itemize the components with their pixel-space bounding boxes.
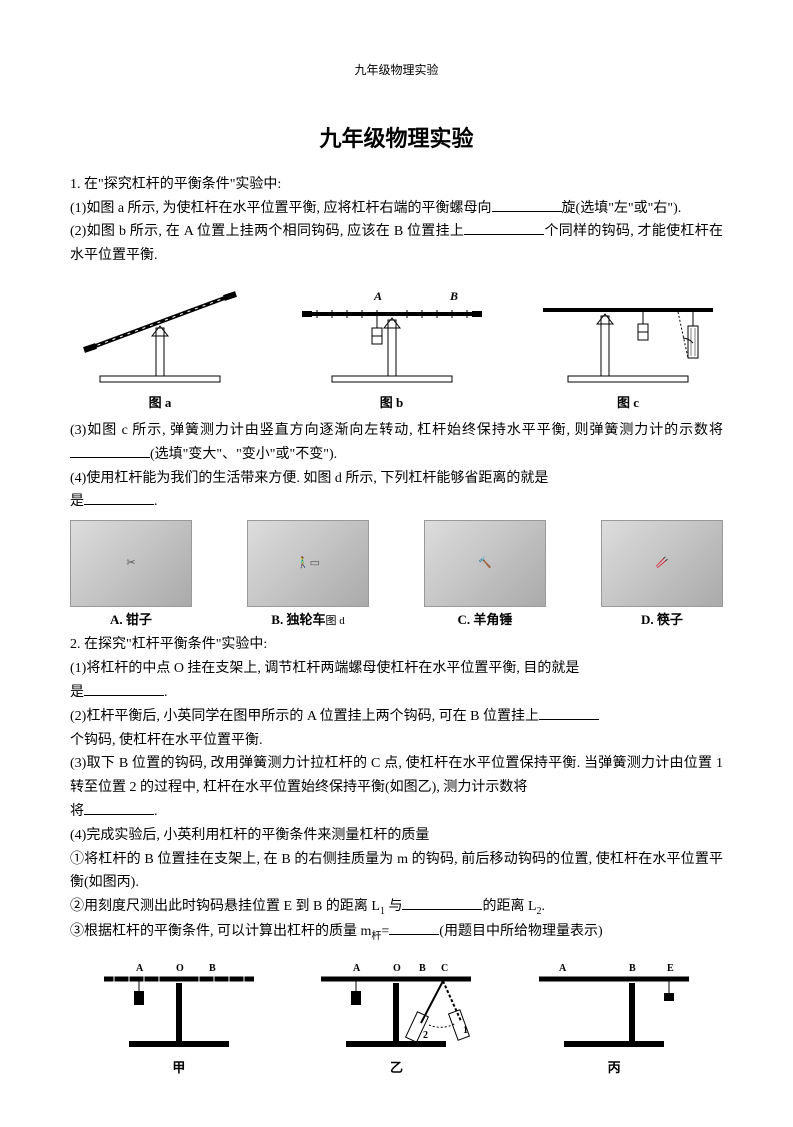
option-a-label: A. 钳子 xyxy=(70,609,192,631)
q2-p3a: (3)取下 B 位置的钩码, 改用弹簧测力计拉杠杆的 C 点, 使杠杆在水平位置… xyxy=(70,756,723,795)
figure-b-caption: 图 b xyxy=(292,392,492,414)
q2-part4-2: ②用刻度尺测出此时钩码悬挂位置 E 到 B 的距离 L1 与的距离 L2. xyxy=(70,895,723,920)
svg-text:B: B xyxy=(209,963,216,974)
option-b: 🚶‍♂️▭ B. 独轮车图 d xyxy=(247,520,369,631)
blank-2[interactable] xyxy=(464,220,544,235)
chopsticks-icon: 🥢 xyxy=(601,520,723,607)
q1-p4a: (4)使用杠杆能为我们的生活带来方便. 如图 d 所示, 下列杠杆能够省距离的就… xyxy=(70,471,548,486)
figure-jia: A O B 甲 xyxy=(94,953,264,1079)
option-a: ✂ A. 钳子 xyxy=(70,520,192,631)
q2-p1b: . xyxy=(164,685,168,700)
svg-text:2: 2 xyxy=(423,1030,428,1041)
q1-part2: (2)如图 b 所示, 在 A 位置上挂两个相同钩码, 应该在 B 位置挂上个同… xyxy=(70,220,723,268)
figure-row-abc: 图 a A B 图 b xyxy=(70,278,723,414)
q2-p4-2c: 的距离 L xyxy=(482,899,536,914)
q2-part2: (2)杠杆平衡后, 小英同学在图甲所示的 A 位置挂上两个钩码, 可在 B 位置… xyxy=(70,705,723,753)
q1-p4b: . xyxy=(154,494,158,509)
wheelbarrow-icon: 🚶‍♂️▭ xyxy=(247,520,369,607)
blank-1[interactable] xyxy=(492,197,562,212)
q1-p2a: (2)如图 b 所示, 在 A 位置上挂两个相同钩码, 应该在 B 位置挂上 xyxy=(70,224,464,239)
q2-part1: (1)将杠杆的中点 O 挂在支架上, 调节杠杆两端螺母使杠杆在水平位置平衡, 目… xyxy=(70,657,723,705)
pliers-icon: ✂ xyxy=(70,520,192,607)
figure-jia-caption: 甲 xyxy=(94,1057,264,1079)
q2-part4-1: ①将杠杆的 B 位置挂在支架上, 在 B 的右侧挂质量为 m 的钩码, 前后移动… xyxy=(70,848,723,896)
blank-3[interactable] xyxy=(70,443,150,458)
option-c: 🔨 C. 羊角锤 xyxy=(424,520,546,631)
q2-p4-2d: . xyxy=(542,899,546,914)
svg-text:O: O xyxy=(393,963,401,974)
figure-a-caption: 图 a xyxy=(70,392,250,414)
q1-p3a: (3)如图 c 所示, 弹簧测力计由竖直方向逐渐向左转动, 杠杆始终保持水平平衡… xyxy=(70,423,723,438)
figure-c-caption: 图 c xyxy=(533,392,723,414)
q2-stem: 2. 在探究"杠杆平衡条件"实验中: xyxy=(70,633,723,657)
q2-p4-3a: ③根据杠杆的平衡条件, 可以计算出杠杆的质量 m xyxy=(70,924,371,939)
sub-mgan: 杆 xyxy=(371,931,381,942)
blank-9[interactable] xyxy=(389,920,439,935)
q2-part4: (4)完成实验后, 小英利用杠杆的平衡条件来测量杠杆的质量 xyxy=(70,824,723,848)
option-d-label: D. 筷子 xyxy=(601,609,723,631)
q1-part1: (1)如图 a 所示, 为使杠杆在水平位置平衡, 应将杠杆右端的平衡螺母向 旋(选… xyxy=(70,197,723,221)
blank-8[interactable] xyxy=(402,895,482,910)
q2-p2b: 个钩码, 使杠杆在水平位置平衡. xyxy=(70,733,263,748)
figure-bing-caption: 丙 xyxy=(529,1057,699,1079)
blank-6[interactable] xyxy=(539,705,599,720)
option-b-label: B. 独轮车图 d xyxy=(247,609,369,631)
figure-b: A B 图 b xyxy=(292,278,492,414)
q2-p3b: . xyxy=(154,804,158,819)
q2-p4-2a: ②用刻度尺测出此时钩码悬挂位置 E 到 B 的距离 L xyxy=(70,899,380,914)
svg-text:A: A xyxy=(559,963,567,974)
q1-part4: (4)使用杠杆能为我们的生活带来方便. 如图 d 所示, 下列杠杆能够省距离的就… xyxy=(70,467,723,515)
page-header: 九年级物理实验 xyxy=(70,60,723,80)
figure-yi: A O B C 2 1 乙 xyxy=(311,953,481,1079)
svg-text:E: E xyxy=(667,963,674,974)
hammer-icon: 🔨 xyxy=(424,520,546,607)
svg-text:B: B xyxy=(449,289,458,303)
svg-text:B: B xyxy=(419,963,426,974)
q1-part3: (3)如图 c 所示, 弹簧测力计由竖直方向逐渐向左转动, 杠杆始终保持水平平衡… xyxy=(70,419,723,467)
q1-p1b: 旋(选填"左"或"右"). xyxy=(562,201,682,216)
q2-part4-3: ③根据杠杆的平衡条件, 可以计算出杠杆的质量 m杆= (用题目中所给物理量表示) xyxy=(70,920,723,945)
q2-p4-3c: (用题目中所给物理量表示) xyxy=(439,924,602,939)
figure-bing: A B E 丙 xyxy=(529,953,699,1079)
option-c-label: C. 羊角锤 xyxy=(424,609,546,631)
q1-stem: 1. 在"探究杠杆的平衡条件"实验中: xyxy=(70,173,723,197)
svg-text:1: 1 xyxy=(463,1025,468,1036)
svg-text:A: A xyxy=(373,289,382,303)
q2-part3: (3)取下 B 位置的钩码, 改用弹簧测力计拉杠杆的 C 点, 使杠杆在水平位置… xyxy=(70,752,723,823)
figure-a: 图 a xyxy=(70,278,250,414)
option-d: 🥢 D. 筷子 xyxy=(601,520,723,631)
svg-text:B: B xyxy=(629,963,636,974)
figure-yi-caption: 乙 xyxy=(311,1057,481,1079)
figure-row-jyb: A O B 甲 A O B C 2 1 乙 xyxy=(70,953,723,1079)
q2-p2a: (2)杠杆平衡后, 小英同学在图甲所示的 A 位置挂上两个钩码, 可在 B 位置… xyxy=(70,709,539,724)
svg-text:A: A xyxy=(136,963,144,974)
main-title: 九年级物理实验 xyxy=(70,120,723,157)
q2-p4-3b: = xyxy=(381,924,389,939)
svg-text:C: C xyxy=(441,963,448,974)
q2-p4-2b: 与 xyxy=(385,899,403,914)
blank-4[interactable] xyxy=(84,490,154,505)
q1-p3b: (选填"变大"、"变小"或"不变"). xyxy=(150,447,337,462)
blank-7[interactable] xyxy=(84,800,154,815)
figure-c: 图 c xyxy=(533,278,723,414)
q2-p1a: (1)将杠杆的中点 O 挂在支架上, 调节杠杆两端螺母使杠杆在水平位置平衡, 目… xyxy=(70,661,579,676)
blank-5[interactable] xyxy=(84,681,164,696)
svg-text:O: O xyxy=(176,963,184,974)
q1-p1a: (1)如图 a 所示, 为使杠杆在水平位置平衡, 应将杠杆右端的平衡螺母向 xyxy=(70,201,492,216)
svg-text:A: A xyxy=(353,963,361,974)
figure-row-d: ✂ A. 钳子 🚶‍♂️▭ B. 独轮车图 d 🔨 C. 羊角锤 🥢 D. 筷子 xyxy=(70,520,723,631)
